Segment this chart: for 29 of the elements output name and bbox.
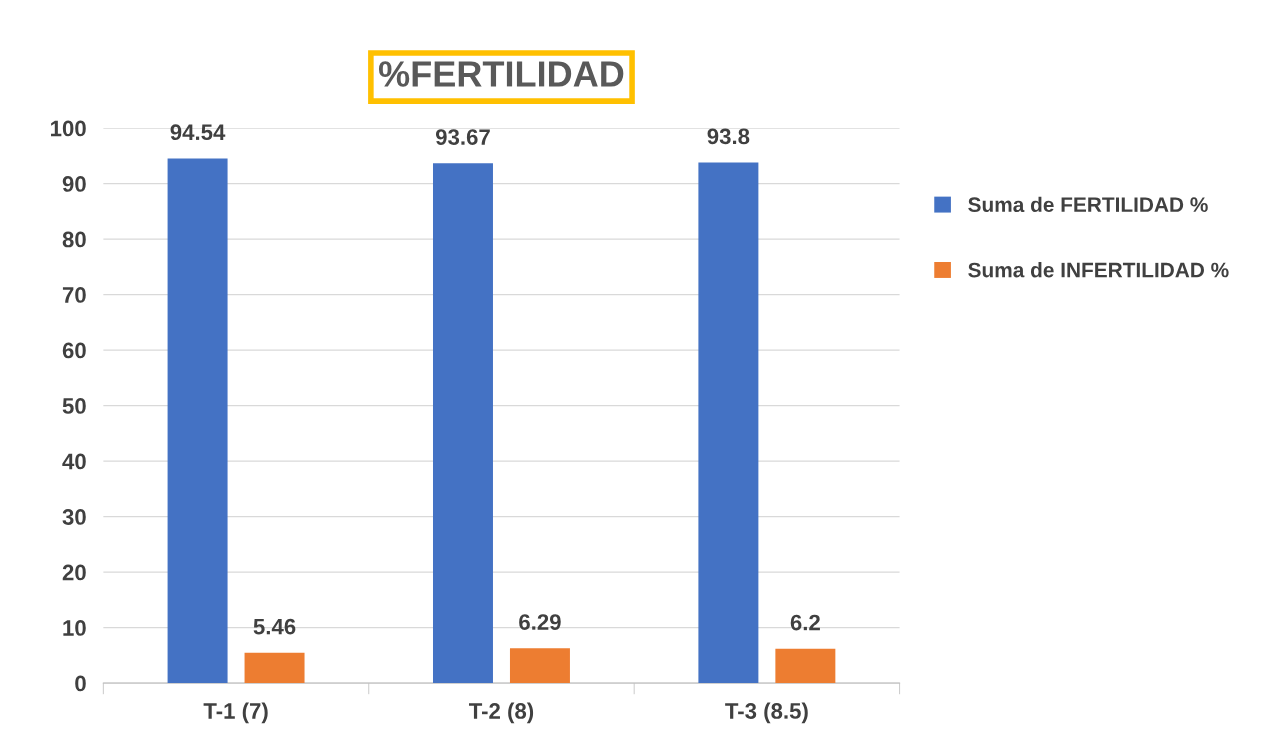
bar <box>432 163 493 684</box>
bar <box>698 162 759 684</box>
bar <box>244 652 305 684</box>
y-tick-label: 50 <box>62 398 86 414</box>
y-tick-label: 90 <box>62 176 86 192</box>
y-tick-label: 70 <box>62 287 86 303</box>
legend-label: Suma de INFERTILIDAD % <box>968 262 1229 278</box>
data-label: 93.8 <box>707 128 750 145</box>
chart-title: %FERTILIDAD <box>378 61 624 87</box>
y-tick-label: 40 <box>62 453 86 470</box>
legend-label: Suma de FERTILIDAD % <box>968 196 1208 213</box>
y-tick-label: 80 <box>62 231 86 248</box>
bar <box>167 158 228 684</box>
data-label: 93.67 <box>435 129 490 145</box>
y-tick-label: 60 <box>62 342 86 359</box>
y-tick-label: 30 <box>62 509 86 525</box>
data-label: 94.54 <box>170 124 226 141</box>
y-tick-label: 10 <box>63 620 86 636</box>
data-label: 5.46 <box>253 618 296 635</box>
bar <box>775 648 836 684</box>
data-label: 6.2 <box>790 614 820 631</box>
data-label: 6.29 <box>519 614 561 630</box>
bar <box>509 648 570 684</box>
y-tick-label: 100 <box>51 120 86 137</box>
y-tick-label: 0 <box>75 675 86 692</box>
x-tick-label: T-2 (8) <box>469 702 534 724</box>
x-tick-label: T-3 (8.5) <box>725 702 808 724</box>
y-tick-label: 20 <box>62 564 86 581</box>
x-tick-label: T-1 (7) <box>203 702 268 724</box>
